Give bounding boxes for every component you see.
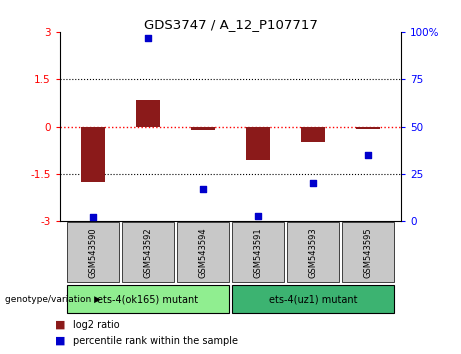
Text: ets-4(uz1) mutant: ets-4(uz1) mutant [269, 294, 357, 304]
Point [144, 35, 152, 40]
Point [254, 213, 262, 218]
Bar [246, 127, 271, 160]
Text: ■: ■ [55, 336, 65, 346]
Text: GSM543595: GSM543595 [364, 227, 372, 278]
Point [89, 215, 97, 220]
FancyBboxPatch shape [122, 223, 174, 282]
FancyBboxPatch shape [231, 285, 395, 314]
Text: ets-4(ok165) mutant: ets-4(ok165) mutant [97, 294, 199, 304]
FancyBboxPatch shape [231, 223, 284, 282]
FancyBboxPatch shape [342, 223, 395, 282]
Text: GSM543592: GSM543592 [143, 227, 153, 278]
Text: GSM543594: GSM543594 [199, 227, 207, 278]
Point [199, 186, 207, 192]
Bar [356, 127, 380, 129]
Bar [190, 127, 215, 130]
FancyBboxPatch shape [66, 223, 119, 282]
FancyBboxPatch shape [287, 223, 339, 282]
Text: genotype/variation ▶: genotype/variation ▶ [5, 295, 100, 304]
Bar [136, 100, 160, 127]
Point [309, 181, 317, 186]
Text: GSM543591: GSM543591 [254, 227, 262, 278]
Text: percentile rank within the sample: percentile rank within the sample [73, 336, 238, 346]
Bar [81, 127, 105, 182]
Point [364, 152, 372, 158]
Text: ■: ■ [55, 320, 65, 330]
Title: GDS3747 / A_12_P107717: GDS3747 / A_12_P107717 [143, 18, 318, 31]
FancyBboxPatch shape [177, 223, 230, 282]
Text: GSM543590: GSM543590 [89, 227, 97, 278]
Text: GSM543593: GSM543593 [308, 227, 318, 278]
Bar [301, 127, 325, 142]
Text: log2 ratio: log2 ratio [73, 320, 120, 330]
FancyBboxPatch shape [66, 285, 230, 314]
